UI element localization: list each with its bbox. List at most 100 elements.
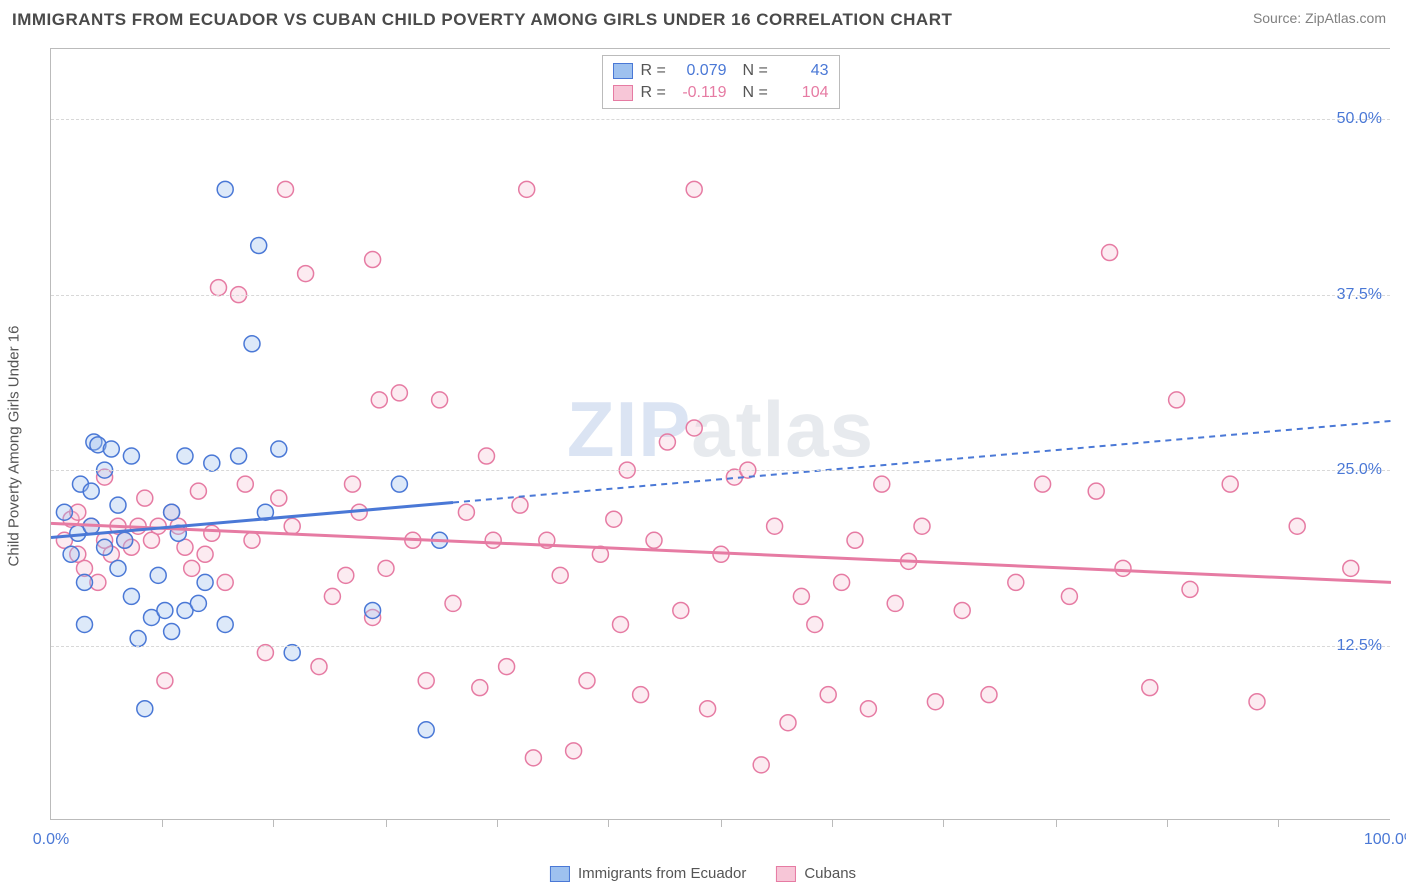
data-point-ecuador (123, 448, 139, 464)
data-point-ecuador (244, 336, 260, 352)
data-point-ecuador (117, 532, 133, 548)
trend-line-ext-ecuador (453, 421, 1391, 503)
data-point-ecuador (97, 539, 113, 555)
data-point-cubans (1102, 245, 1118, 261)
data-point-cubans (184, 560, 200, 576)
data-point-ecuador (103, 441, 119, 457)
data-point-ecuador (418, 722, 434, 738)
data-point-cubans (519, 181, 535, 197)
source-label: Source: ZipAtlas.com (1253, 10, 1386, 26)
data-point-cubans (378, 560, 394, 576)
data-point-cubans (338, 567, 354, 583)
data-point-ecuador (110, 560, 126, 576)
data-point-cubans (1115, 560, 1131, 576)
data-point-ecuador (365, 602, 381, 618)
data-point-cubans (606, 511, 622, 527)
stats-row-cubans: R = -0.119 N = 104 (613, 82, 829, 104)
data-point-cubans (673, 602, 689, 618)
data-point-cubans (981, 687, 997, 703)
data-point-ecuador (63, 546, 79, 562)
data-point-cubans (190, 483, 206, 499)
data-point-cubans (566, 743, 582, 759)
data-point-cubans (860, 701, 876, 717)
data-point-ecuador (164, 624, 180, 640)
series-legend: Immigrants from Ecuador Cubans (550, 865, 856, 882)
y-axis-title: Child Poverty Among Girls Under 16 (6, 326, 23, 567)
data-point-ecuador (137, 701, 153, 717)
data-point-cubans (686, 181, 702, 197)
y-tick-label: 37.5% (1337, 286, 1382, 304)
data-point-ecuador (177, 448, 193, 464)
data-point-cubans (1182, 581, 1198, 597)
data-point-cubans (479, 448, 495, 464)
swatch-ecuador (613, 63, 633, 79)
data-point-cubans (927, 694, 943, 710)
r-value-ecuador: 0.079 (677, 60, 727, 82)
data-point-ecuador (217, 181, 233, 197)
legend-swatch-cubans (776, 866, 796, 882)
data-point-cubans (485, 532, 501, 548)
data-point-cubans (472, 680, 488, 696)
legend-label-ecuador: Immigrants from Ecuador (578, 865, 746, 882)
data-point-cubans (793, 588, 809, 604)
data-point-ecuador (164, 504, 180, 520)
trend-line-cubans (51, 523, 1391, 582)
legend-item-cubans: Cubans (776, 865, 856, 882)
data-point-cubans (298, 266, 314, 282)
data-point-cubans (1289, 518, 1305, 534)
data-point-cubans (1343, 560, 1359, 576)
data-point-ecuador (150, 567, 166, 583)
data-point-cubans (418, 673, 434, 689)
n-label: N = (743, 82, 771, 104)
plot-area: ZIPatlas R = 0.079 N = 43 R = -0.119 N =… (50, 48, 1390, 820)
data-point-cubans (753, 757, 769, 773)
data-point-cubans (874, 476, 890, 492)
data-point-ecuador (197, 574, 213, 590)
data-point-cubans (499, 659, 515, 675)
data-point-ecuador (157, 602, 173, 618)
data-point-cubans (700, 701, 716, 717)
data-point-cubans (579, 673, 595, 689)
n-value-ecuador: 43 (779, 60, 829, 82)
data-point-cubans (237, 476, 253, 492)
data-point-cubans (271, 490, 287, 506)
data-point-cubans (371, 392, 387, 408)
swatch-cubans (613, 85, 633, 101)
data-point-cubans (217, 574, 233, 590)
data-point-cubans (432, 392, 448, 408)
n-value-cubans: 104 (779, 82, 829, 104)
data-point-cubans (1249, 694, 1265, 710)
data-point-cubans (458, 504, 474, 520)
data-point-cubans (847, 532, 863, 548)
data-point-cubans (834, 574, 850, 590)
data-point-cubans (278, 181, 294, 197)
data-point-cubans (284, 518, 300, 534)
data-point-cubans (780, 715, 796, 731)
y-tick-label: 50.0% (1337, 110, 1382, 128)
n-label: N = (743, 60, 771, 82)
correlation-chart: IMMIGRANTS FROM ECUADOR VS CUBAN CHILD P… (0, 0, 1406, 892)
data-point-ecuador (271, 441, 287, 457)
data-point-cubans (1142, 680, 1158, 696)
legend-label-cubans: Cubans (804, 865, 856, 882)
data-point-cubans (311, 659, 327, 675)
data-point-cubans (197, 546, 213, 562)
data-point-cubans (887, 595, 903, 611)
legend-swatch-ecuador (550, 866, 570, 882)
data-point-ecuador (83, 483, 99, 499)
data-point-cubans (914, 518, 930, 534)
data-point-ecuador (56, 504, 72, 520)
data-point-cubans (1061, 588, 1077, 604)
stats-row-ecuador: R = 0.079 N = 43 (613, 60, 829, 82)
data-point-cubans (244, 532, 260, 548)
data-point-cubans (137, 490, 153, 506)
data-point-cubans (659, 434, 675, 450)
data-point-cubans (525, 750, 541, 766)
data-point-cubans (807, 616, 823, 632)
data-point-cubans (552, 567, 568, 583)
data-point-cubans (646, 532, 662, 548)
data-point-ecuador (190, 595, 206, 611)
data-point-cubans (445, 595, 461, 611)
data-point-cubans (211, 280, 227, 296)
legend-item-ecuador: Immigrants from Ecuador (550, 865, 746, 882)
